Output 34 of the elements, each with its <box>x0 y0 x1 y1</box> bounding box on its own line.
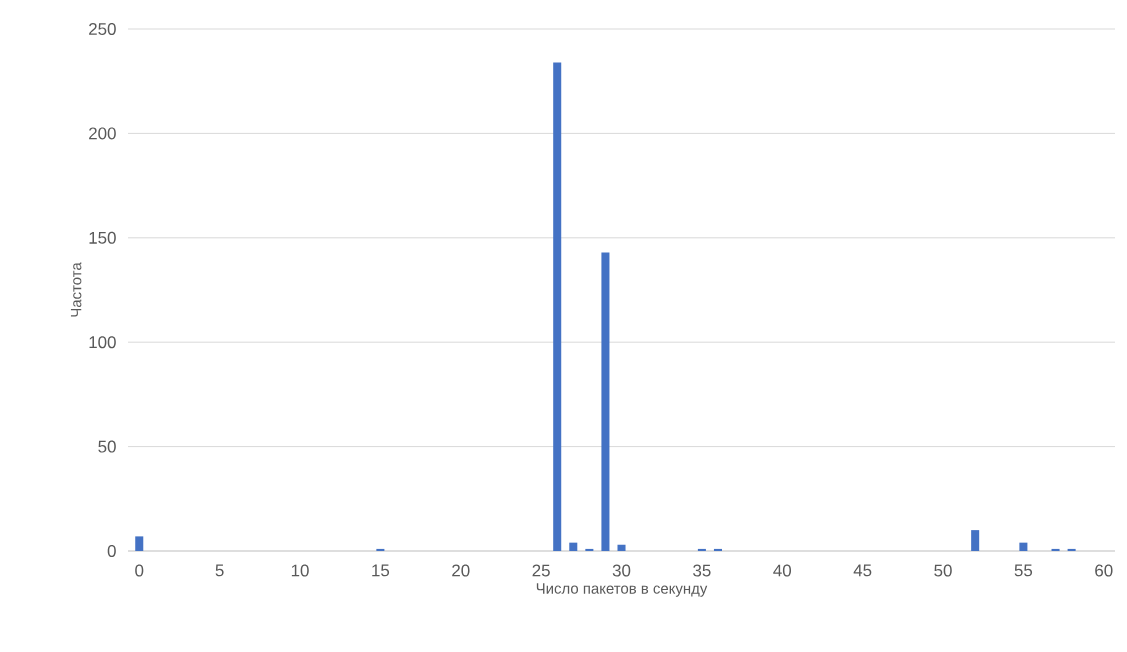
x-tick-label: 55 <box>1014 564 1033 577</box>
bar <box>713 548 722 551</box>
bar <box>585 548 594 551</box>
bar <box>1019 542 1028 551</box>
x-tick-label: 40 <box>773 564 792 577</box>
bar <box>697 548 706 551</box>
x-tick-label: 5 <box>215 564 224 577</box>
bar <box>376 548 385 551</box>
x-tick-label: 50 <box>934 564 952 577</box>
bar <box>617 544 626 551</box>
y-tick-label: 150 <box>89 231 116 244</box>
bar <box>569 542 578 551</box>
bar <box>553 62 562 551</box>
x-tick-label: 10 <box>291 564 309 577</box>
y-axis-title: Частота <box>70 262 82 317</box>
x-tick-label: 35 <box>693 564 711 577</box>
y-tick-label: 250 <box>89 23 116 35</box>
x-tick-label: 20 <box>452 564 470 577</box>
bar <box>601 252 610 551</box>
x-tick-label: 25 <box>532 564 550 577</box>
x-tick-label: 45 <box>853 564 872 577</box>
y-tick-label: 100 <box>89 336 116 349</box>
y-tick-label: 50 <box>98 440 116 453</box>
bar <box>135 536 144 551</box>
x-tick-label: 15 <box>372 564 390 577</box>
bar <box>971 530 980 551</box>
x-axis-title: Число пакетов в секунду <box>536 583 708 597</box>
bar <box>1051 548 1060 551</box>
x-tick-label: 0 <box>135 564 144 577</box>
bar <box>1067 548 1076 551</box>
x-tick-label: 30 <box>612 564 631 577</box>
y-tick-label: 0 <box>107 545 116 557</box>
x-tick-label: 60 <box>1095 564 1113 577</box>
y-tick-label: 200 <box>89 127 116 140</box>
